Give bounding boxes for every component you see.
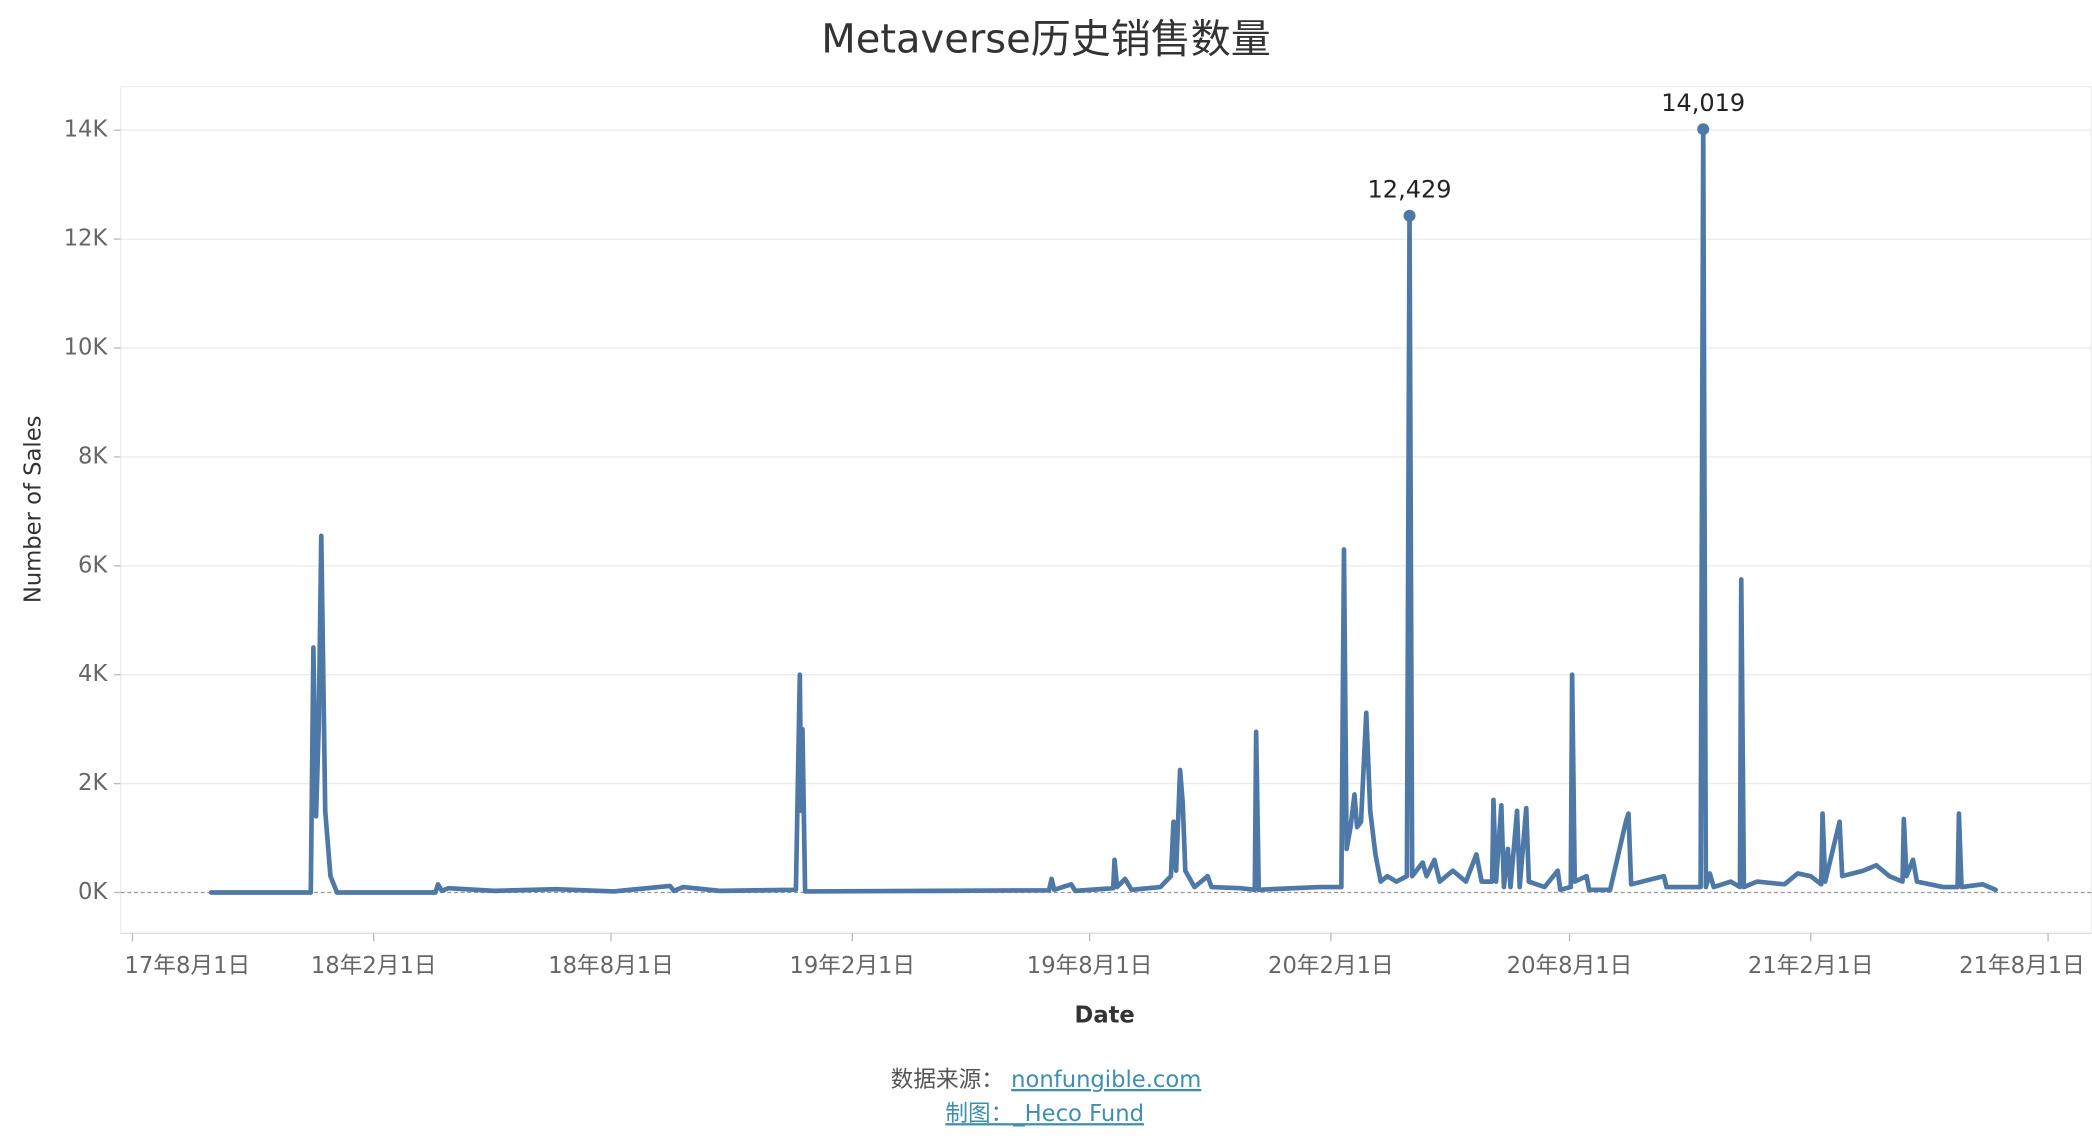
x-tick-label: 21年2月1日 [1748,953,1874,979]
y-tick-label: 14K [64,117,109,143]
y-tick-label: 2K [78,770,108,796]
y-tick-label: 8K [78,443,108,469]
y-tick-label: 10K [64,335,109,361]
source-link[interactable]: nonfungible.com [1011,1067,1201,1093]
credit[interactable]: 制图：_Heco Fund [945,1101,1144,1127]
x-tick-label: 19年2月1日 [789,953,915,979]
y-axis-label: Number of Sales [21,416,47,604]
x-tick-label: 20年2月1日 [1268,953,1394,979]
data-label: 12,429 [1368,175,1452,203]
plot-area [120,86,2092,934]
source-label: 数据来源： [891,1067,1004,1093]
line [208,126,1998,895]
data-label: 14,019 [1661,89,1745,117]
peak-marker [1697,123,1710,136]
y-tick-label: 0K [78,879,108,905]
y-tick-label: 12K [64,226,109,252]
y-tick-label: 6K [78,552,108,578]
y-tick-label: 4K [78,661,108,687]
x-tick-label: 19年8月1日 [1027,953,1153,979]
x-tick-label: 18年2月1日 [311,953,437,979]
chart-title: Metaverse历史销售数量 [821,16,1271,62]
x-tick-label: 21年8月1日 [1959,953,2085,979]
x-tick-label: 20年8月1日 [1507,953,1633,979]
x-axis-label: Date [1075,1003,1135,1029]
peak-marker [1403,209,1416,222]
x-tick-label: 18年8月1日 [548,953,674,979]
x-tick-label: 17年8月1日 [125,953,251,979]
source-line: 数据来源： nonfungible.com [891,1067,1202,1093]
